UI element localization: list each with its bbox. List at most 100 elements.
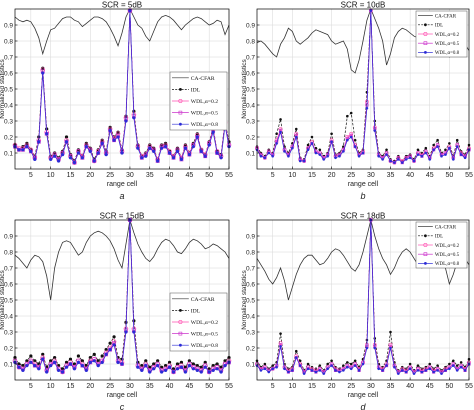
x-tick-label: 40 xyxy=(406,172,414,179)
data-point xyxy=(346,361,349,364)
data-point xyxy=(148,365,152,369)
data-point xyxy=(120,362,124,366)
data-point xyxy=(342,150,345,153)
data-point xyxy=(275,365,278,369)
data-point xyxy=(412,372,416,375)
data-point xyxy=(291,146,294,150)
legend-marker xyxy=(424,23,427,27)
data-point xyxy=(100,141,104,145)
x-tick-label: 25 xyxy=(106,383,114,390)
data-point xyxy=(259,369,263,372)
data-point xyxy=(424,146,428,150)
panel-caption: a xyxy=(119,191,124,201)
data-point xyxy=(76,354,81,358)
legend-marker xyxy=(179,343,182,347)
data-point xyxy=(116,130,120,134)
data-point xyxy=(112,138,116,142)
data-point xyxy=(385,364,388,367)
data-point xyxy=(455,369,459,372)
data-point xyxy=(179,360,184,364)
y-tick-label: 0.1 xyxy=(246,361,255,368)
x-tick-label: 20 xyxy=(86,383,94,390)
data-point xyxy=(424,151,428,155)
data-point xyxy=(25,141,29,145)
x-tick-label: 10 xyxy=(288,172,296,179)
data-point xyxy=(373,346,377,350)
data-point xyxy=(326,367,329,371)
data-point xyxy=(424,369,428,372)
x-axis-label: range cell xyxy=(107,181,138,188)
data-point xyxy=(64,365,69,369)
y-tick-label: 0.9 xyxy=(4,233,13,240)
data-point xyxy=(152,149,156,153)
data-point xyxy=(203,365,207,369)
data-point xyxy=(428,362,432,366)
data-point xyxy=(199,149,203,153)
x-tick-label: 5 xyxy=(29,172,33,179)
data-point xyxy=(215,151,219,155)
y-tick-label: 0.9 xyxy=(246,233,255,240)
y-tick-label: 0.7 xyxy=(246,54,255,61)
x-tick-label: 5 xyxy=(29,383,33,390)
x-tick-label: 50 xyxy=(205,383,213,390)
data-point xyxy=(195,364,199,368)
y-tick-label: 0.5 xyxy=(246,86,255,93)
data-point xyxy=(349,135,353,139)
data-point xyxy=(64,140,69,144)
data-point xyxy=(64,360,69,364)
data-point xyxy=(53,356,57,360)
data-point xyxy=(148,146,152,150)
series-line-0 xyxy=(14,8,230,56)
x-tick-label: 20 xyxy=(328,172,336,179)
data-point xyxy=(171,370,176,374)
data-point xyxy=(108,129,112,133)
x-tick-label: 40 xyxy=(166,172,174,179)
data-point xyxy=(80,364,84,368)
data-point xyxy=(271,154,274,158)
data-point xyxy=(318,369,322,372)
data-point xyxy=(298,359,302,363)
data-point xyxy=(88,356,92,360)
y-tick-label: 0.4 xyxy=(4,102,13,109)
data-point xyxy=(385,148,388,152)
x-tick-label: 55 xyxy=(465,383,473,390)
data-point xyxy=(353,364,357,367)
data-point xyxy=(436,369,439,372)
data-point xyxy=(207,370,211,374)
data-point xyxy=(156,359,160,363)
x-tick-label: 20 xyxy=(328,383,336,390)
data-point xyxy=(459,365,463,369)
data-point xyxy=(191,145,195,149)
data-point xyxy=(388,159,393,163)
data-point xyxy=(381,158,384,161)
x-tick-label: 30 xyxy=(367,172,375,179)
y-tick-label: 0.2 xyxy=(4,134,13,141)
data-point xyxy=(326,154,329,158)
data-point xyxy=(171,367,176,371)
data-point xyxy=(160,370,164,374)
data-point xyxy=(400,369,404,372)
data-point xyxy=(298,364,302,367)
data-point xyxy=(342,364,345,367)
x-tick-label: 25 xyxy=(106,172,114,179)
legend-label: WDL,α=0.8 xyxy=(435,262,460,267)
data-point xyxy=(68,357,73,361)
data-point xyxy=(314,151,318,155)
y-tick-label: 0.2 xyxy=(246,345,255,352)
data-point xyxy=(16,364,22,370)
data-point xyxy=(206,369,212,375)
data-point xyxy=(183,146,188,150)
data-point xyxy=(132,116,136,120)
y-tick-label: 0.1 xyxy=(4,150,13,157)
data-point xyxy=(279,118,282,121)
chart-panel-c: 5 10 15 20 25 30 35 40 45 50 55 0.1 0.2 0.3 0.4 0.5 0.6 0… xyxy=(0,212,233,410)
data-point xyxy=(215,362,219,366)
data-point xyxy=(314,146,318,150)
data-point xyxy=(353,359,357,363)
data-point xyxy=(330,364,333,367)
x-tick-label: 55 xyxy=(465,172,473,179)
legend-label: IDL xyxy=(191,87,201,93)
chart-title: SCR = 18dB xyxy=(341,212,386,221)
y-tick-label: 0.8 xyxy=(4,249,13,256)
data-point xyxy=(29,149,33,153)
